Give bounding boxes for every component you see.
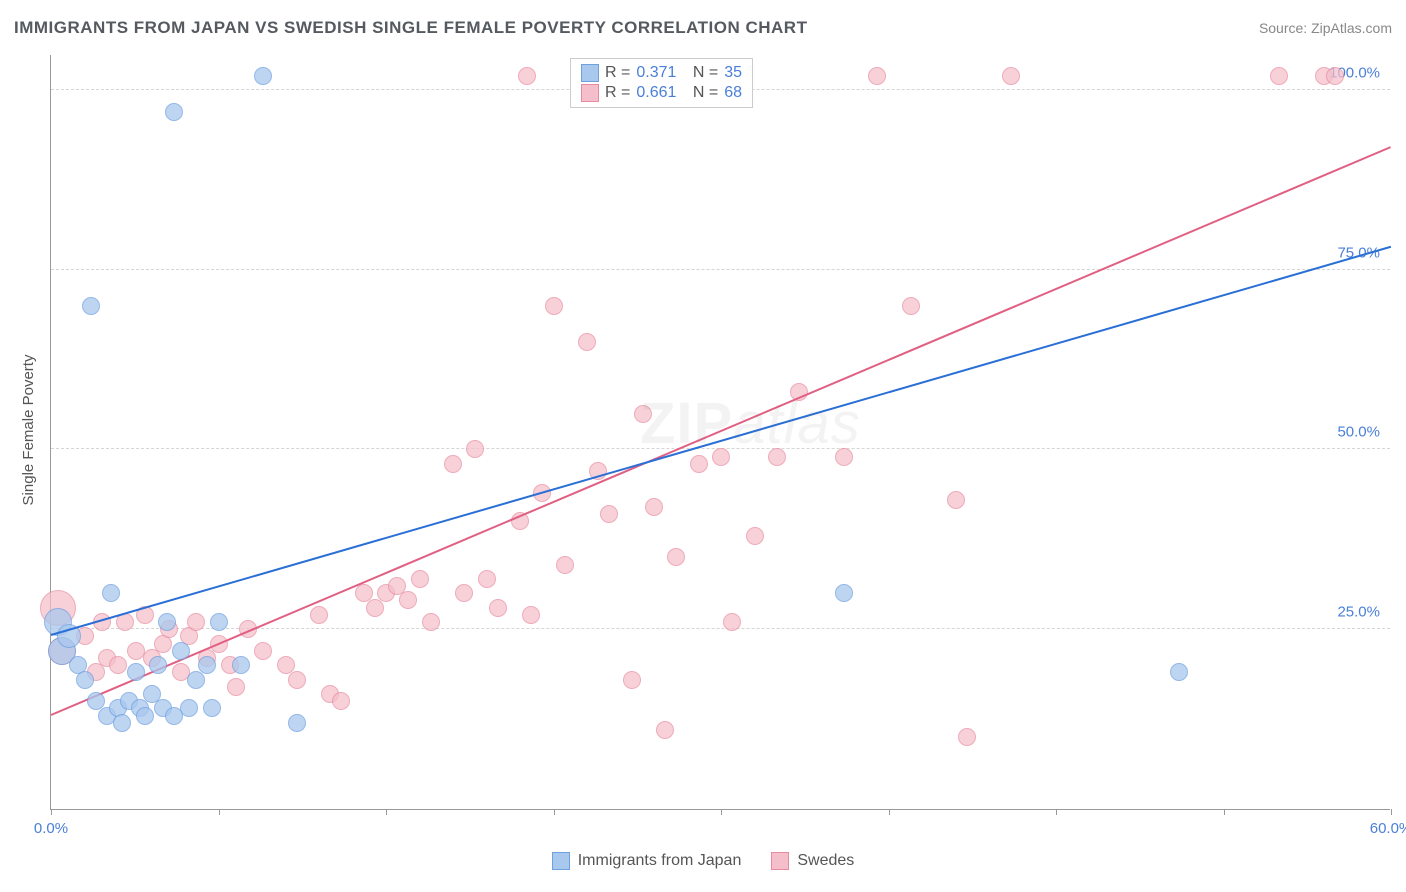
series-b-point [227,678,245,696]
series-a-trendline [51,246,1392,636]
series-b-swatch [581,84,599,102]
legend-item-a: Immigrants from Japan [552,852,742,870]
series-a-point [835,584,853,602]
series-a-point [198,656,216,674]
gridline [51,269,1390,270]
series-b-point [868,67,886,85]
series-b-point [712,448,730,466]
series-b-point [623,671,641,689]
y-tick-label: 50.0% [1337,424,1380,441]
correlation-legend: R = 0.371 N = 35 R = 0.661 N = 68 [570,58,753,108]
series-b-r-value: 0.661 [636,84,676,102]
n-label: N = [693,84,718,102]
y-tick-label: 25.0% [1337,604,1380,621]
r-label: R = [605,64,630,82]
series-b-point [1002,67,1020,85]
y-axis-label: Single Female Poverty [20,355,37,506]
series-a-point [127,663,145,681]
series-a-point [76,671,94,689]
plot-area: 25.0%50.0%75.0%100.0%0.0%60.0% [50,55,1390,810]
series-b-point [835,448,853,466]
series-b-point [958,728,976,746]
x-tick-label: 0.0% [34,820,68,837]
series-b-point [600,505,618,523]
series-b-swatch [771,852,789,870]
series-b-point [1270,67,1288,85]
series-a-r-value: 0.371 [636,64,676,82]
series-b-point [902,297,920,315]
series-b-point [634,405,652,423]
series-a-point [102,584,120,602]
r-label: R = [605,84,630,102]
series-b-point [444,455,462,473]
series-a-point [158,613,176,631]
series-a-point [254,67,272,85]
series-a-point [172,642,190,660]
series-a-n-value: 35 [724,64,742,82]
series-a-point [113,714,131,732]
series-b-point [723,613,741,631]
x-tick [51,809,52,815]
series-b-point [489,599,507,617]
series-b-point [522,606,540,624]
series-a-point [149,656,167,674]
series-b-point [109,656,127,674]
x-tick [889,809,890,815]
series-a-point [165,103,183,121]
series-b-point [187,613,205,631]
series-b-point [518,67,536,85]
series-a-swatch [552,852,570,870]
series-b-point [288,671,306,689]
series-b-point [455,584,473,602]
chart-header: IMMIGRANTS FROM JAPAN VS SWEDISH SINGLE … [14,18,1392,38]
series-b-point [478,570,496,588]
series-b-point [1326,67,1344,85]
series-b-point [399,591,417,609]
series-b-point [746,527,764,545]
x-tick [721,809,722,815]
x-tick-label: 60.0% [1370,820,1406,837]
series-a-point [232,656,250,674]
series-b-point [667,548,685,566]
series-b-point [768,448,786,466]
series-a-point [180,699,198,717]
series-b-point [947,491,965,509]
series-b-point [645,498,663,516]
series-b-point [656,721,674,739]
series-b-point [690,455,708,473]
x-tick [1224,809,1225,815]
series-a-point [203,699,221,717]
series-a-swatch [581,64,599,82]
series-b-label: Swedes [797,852,854,870]
series-b-trendline [51,146,1392,716]
x-tick [219,809,220,815]
series-a-point [1170,663,1188,681]
series-b-point [556,556,574,574]
series-a-point [136,707,154,725]
series-a-label: Immigrants from Japan [578,852,742,870]
series-b-point [332,692,350,710]
series-a-point [288,714,306,732]
n-label: N = [693,64,718,82]
series-b-point [422,613,440,631]
series-b-point [545,297,563,315]
bottom-legend: Immigrants from Japan Swedes [0,852,1406,870]
x-tick [1056,809,1057,815]
x-tick [386,809,387,815]
chart-title: IMMIGRANTS FROM JAPAN VS SWEDISH SINGLE … [14,18,807,38]
series-a-point [82,297,100,315]
x-tick [1391,809,1392,815]
series-b-point [411,570,429,588]
series-b-point [310,606,328,624]
series-b-point [466,440,484,458]
chart-source: Source: ZipAtlas.com [1259,20,1392,36]
correlation-row-b: R = 0.661 N = 68 [581,83,742,103]
series-b-point [578,333,596,351]
series-b-point [254,642,272,660]
series-a-point [210,613,228,631]
series-b-n-value: 68 [724,84,742,102]
x-tick [554,809,555,815]
legend-item-b: Swedes [771,852,854,870]
correlation-row-a: R = 0.371 N = 35 [581,63,742,83]
